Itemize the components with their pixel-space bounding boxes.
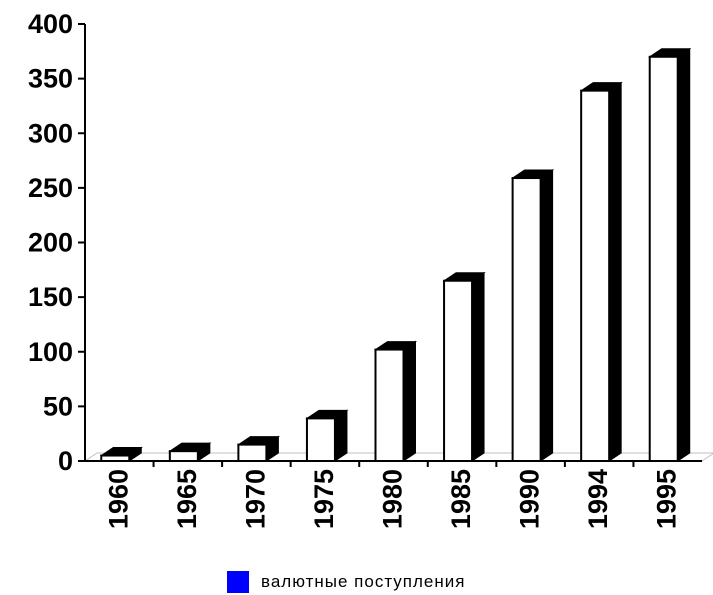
bar	[168, 442, 212, 463]
y-tick-label: 300	[28, 118, 73, 148]
bar	[510, 169, 555, 462]
bar	[99, 446, 143, 463]
bar-front	[648, 55, 679, 463]
x-category-label: 1995	[652, 469, 682, 529]
y-tick-label: 200	[28, 228, 73, 258]
bar-front	[580, 89, 611, 463]
bar-side	[677, 47, 691, 462]
bar	[305, 409, 349, 462]
bar-front	[100, 454, 131, 463]
bars	[99, 47, 692, 463]
bar-front	[237, 443, 268, 462]
x-category-label: 1965	[172, 469, 202, 529]
legend-label: валютные поступления	[261, 572, 466, 591]
bar-front	[511, 177, 542, 462]
bar-side	[403, 340, 416, 462]
y-tick-label: 400	[28, 9, 73, 39]
bar-front	[374, 348, 405, 462]
bar-side	[608, 81, 622, 462]
bar-front	[305, 417, 336, 462]
y-axis: 0 50 100 150 200 250 300 350 400	[28, 9, 702, 476]
y-tick-label: 100	[28, 337, 73, 367]
x-category-label: 1994	[583, 469, 613, 529]
y-tick-label: 50	[43, 391, 73, 421]
y-tick-label: 150	[28, 282, 73, 312]
legend: валютные поступления	[227, 570, 465, 594]
bar-front	[168, 450, 199, 463]
y-tick-label: 0	[58, 446, 73, 476]
x-category-label: 1985	[446, 469, 476, 529]
y-tick-label: 350	[28, 64, 73, 94]
x-category-label: 1990	[515, 469, 545, 529]
x-category-label: 1970	[240, 469, 270, 529]
x-axis-labels: 1960 1965 1970 1975 1980 1985 1990 1994 1995	[103, 469, 681, 529]
x-category-label: 1960	[103, 469, 133, 529]
bar	[373, 340, 418, 462]
legend-swatch	[227, 571, 249, 593]
bar-side	[471, 271, 485, 462]
bar	[442, 271, 486, 462]
bar-front	[443, 279, 474, 462]
bar	[579, 81, 623, 463]
bar	[648, 47, 692, 463]
bar-side	[540, 169, 554, 462]
y-tick-label: 250	[28, 173, 73, 203]
bar-side	[334, 409, 348, 462]
x-category-label: 1980	[378, 469, 408, 529]
bar	[236, 435, 281, 462]
x-category-label: 1975	[309, 469, 339, 529]
